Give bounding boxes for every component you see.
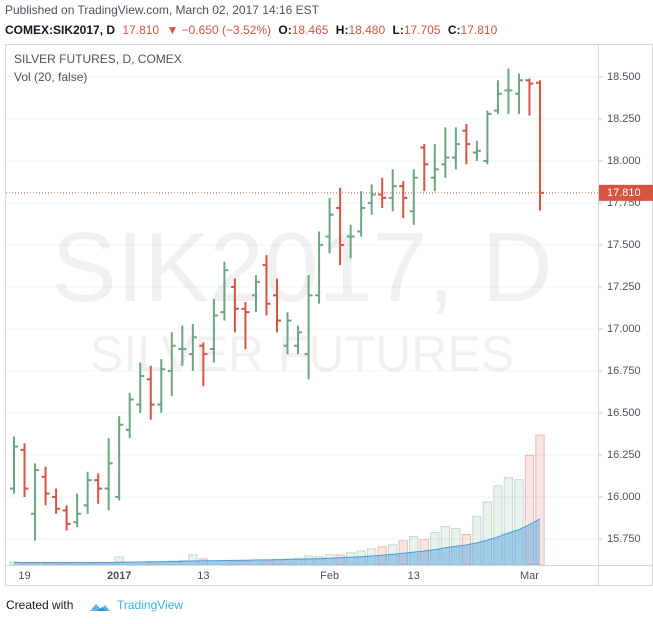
published-line: Published on TradingView.com, March 02, … <box>5 3 320 17</box>
chart-title: SILVER FUTURES, D, COMEX <box>14 52 182 66</box>
x-tick-label: 13 <box>408 570 420 582</box>
volume-ma-area <box>14 518 540 565</box>
ohlc-value: 17.705 <box>404 23 441 37</box>
y-tick-label: 18.500 <box>607 71 641 83</box>
y-tick-label: 16.500 <box>607 407 641 419</box>
last-price-badge <box>599 184 653 201</box>
ohlc-value: 18.480 <box>348 23 385 37</box>
ohlc-value: 17.810 <box>461 23 498 37</box>
watermark: SILVER FUTURES <box>90 326 514 382</box>
last-price-label: 17.810 <box>607 187 641 199</box>
y-tick-label: 18.250 <box>607 113 641 125</box>
ohlc-label: H: <box>336 23 349 37</box>
last: 17.810 <box>122 23 159 37</box>
x-tick-label: 13 <box>197 570 209 582</box>
y-tick-label: 17.250 <box>607 281 641 293</box>
change: ▼ −0.650 (−3.52%) <box>166 23 271 37</box>
plot: 15.750 16.000 16.250 16.500 16.750 17.000 17.2… <box>6 68 641 582</box>
created-with: Created with <box>6 598 73 612</box>
watermark: SIK2017, D <box>51 212 552 322</box>
ohlc-label: C: <box>448 23 461 37</box>
brand: TradingView <box>117 598 183 612</box>
x-tick-label: Feb <box>320 570 339 582</box>
ohlc-label: L: <box>393 23 404 37</box>
x-tick-label: 2017 <box>107 570 131 582</box>
y-tick-label: 15.750 <box>607 533 641 545</box>
y-tick-label: 17.500 <box>607 239 641 251</box>
y-tick-label: 18.000 <box>607 155 641 167</box>
symbol-line: COMEX:SIK2017, D 17.810 ▼ −0.650 (−3.52%… <box>5 23 498 37</box>
x-tick-label: 19 <box>18 570 30 582</box>
y-tick-label: 16.250 <box>607 449 641 461</box>
brand-logo <box>90 604 110 611</box>
volume-ma-line <box>14 518 541 564</box>
y-tick-label: 16.000 <box>607 491 641 503</box>
ohlc-value: 18.465 <box>292 23 329 37</box>
y-tick-label: 17.000 <box>607 323 641 335</box>
y-tick-label: 16.750 <box>607 365 641 377</box>
symbol: COMEX:SIK2017, D <box>5 23 115 37</box>
ohlc-label: O: <box>278 23 291 37</box>
x-tick-label: Mar <box>520 570 539 582</box>
volume-label: Vol (20, false) <box>14 70 87 84</box>
